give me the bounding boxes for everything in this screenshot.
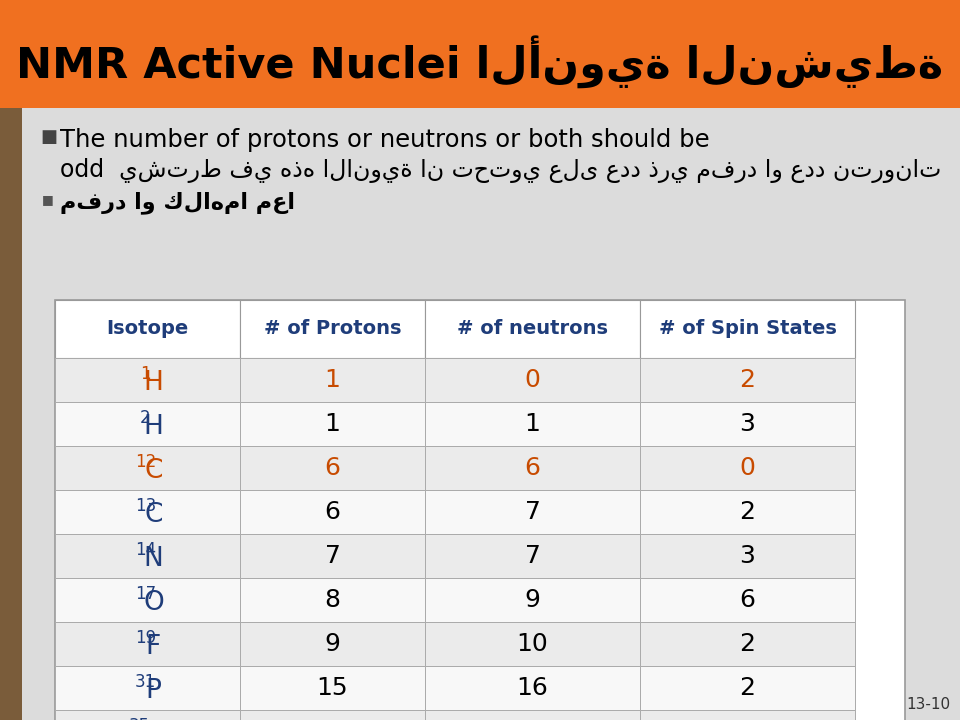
- Bar: [640, 666, 855, 710]
- Text: # of neutrons: # of neutrons: [457, 320, 608, 338]
- Bar: [55, 300, 905, 720]
- Text: H: H: [144, 370, 163, 396]
- Text: Isotope: Isotope: [107, 320, 188, 338]
- Text: 1: 1: [140, 365, 151, 383]
- Text: # of Spin States: # of Spin States: [659, 320, 836, 338]
- Bar: [55, 622, 240, 666]
- Bar: [425, 622, 640, 666]
- Text: odd  يشترط في هذه الانوية ان تحتوي على عدد ذري مفرد او عدد نترونات: odd يشترط في هذه الانوية ان تحتوي على عد…: [60, 158, 941, 183]
- Text: 9: 9: [524, 588, 540, 612]
- Text: 12: 12: [134, 453, 156, 471]
- Bar: [55, 710, 240, 720]
- Bar: [55, 358, 240, 402]
- Text: 16: 16: [516, 676, 548, 700]
- Bar: [240, 446, 425, 490]
- Text: 10: 10: [516, 632, 548, 656]
- Text: 3: 3: [739, 412, 756, 436]
- Bar: [640, 710, 855, 720]
- Bar: [240, 666, 425, 710]
- Text: مفرد او كلاهما معا: مفرد او كلاهما معا: [60, 191, 295, 214]
- Text: N: N: [144, 546, 163, 572]
- Text: 6: 6: [324, 500, 341, 524]
- Bar: [0, 108, 960, 720]
- Text: 17: 17: [135, 585, 156, 603]
- Text: 15: 15: [317, 676, 348, 700]
- Text: C: C: [144, 458, 162, 484]
- Bar: [425, 490, 640, 534]
- Text: 1: 1: [524, 412, 540, 436]
- Bar: [640, 490, 855, 534]
- Text: O: O: [143, 590, 164, 616]
- Text: 35: 35: [129, 717, 150, 720]
- Text: 2: 2: [739, 368, 756, 392]
- Text: 7: 7: [324, 544, 341, 568]
- Bar: [55, 402, 240, 446]
- Text: # of Protons: # of Protons: [264, 320, 401, 338]
- Text: 3: 3: [739, 544, 756, 568]
- Bar: [425, 578, 640, 622]
- Bar: [0, 0, 960, 108]
- Text: ■: ■: [42, 193, 54, 206]
- Bar: [240, 622, 425, 666]
- Text: F: F: [146, 634, 161, 660]
- Bar: [425, 358, 640, 402]
- Text: 1: 1: [324, 412, 341, 436]
- Bar: [240, 300, 425, 358]
- Text: 0: 0: [524, 368, 540, 392]
- Bar: [425, 300, 640, 358]
- Bar: [240, 534, 425, 578]
- Text: 19: 19: [135, 629, 156, 647]
- Bar: [55, 446, 240, 490]
- Bar: [425, 402, 640, 446]
- Text: 6: 6: [324, 456, 341, 480]
- Text: 2: 2: [739, 676, 756, 700]
- Bar: [0, 108, 22, 720]
- Bar: [425, 710, 640, 720]
- Text: NMR Active Nuclei الأنوية النشيطة: NMR Active Nuclei الأنوية النشيطة: [16, 35, 944, 89]
- Text: C: C: [144, 502, 162, 528]
- Text: H: H: [144, 414, 163, 440]
- Text: 13-10: 13-10: [906, 697, 950, 712]
- Text: 0: 0: [739, 456, 756, 480]
- Bar: [55, 490, 240, 534]
- Bar: [425, 446, 640, 490]
- Bar: [240, 578, 425, 622]
- Bar: [640, 300, 855, 358]
- Text: 8: 8: [324, 588, 341, 612]
- Bar: [240, 358, 425, 402]
- Text: 31: 31: [134, 673, 156, 691]
- Bar: [640, 622, 855, 666]
- Bar: [640, 534, 855, 578]
- Bar: [425, 534, 640, 578]
- Bar: [640, 578, 855, 622]
- Bar: [55, 578, 240, 622]
- Bar: [640, 446, 855, 490]
- Text: 9: 9: [324, 632, 341, 656]
- Bar: [425, 666, 640, 710]
- Text: 7: 7: [524, 544, 540, 568]
- Text: 2: 2: [739, 500, 756, 524]
- Bar: [240, 490, 425, 534]
- Bar: [55, 300, 240, 358]
- Text: 6: 6: [524, 456, 540, 480]
- Text: 2: 2: [140, 409, 151, 427]
- Bar: [55, 666, 240, 710]
- Text: 7: 7: [524, 500, 540, 524]
- Text: P: P: [146, 678, 161, 704]
- Bar: [55, 534, 240, 578]
- Bar: [640, 358, 855, 402]
- Bar: [240, 402, 425, 446]
- Text: 14: 14: [135, 541, 156, 559]
- Text: 2: 2: [739, 632, 756, 656]
- Bar: [240, 710, 425, 720]
- Text: 1: 1: [324, 368, 341, 392]
- Text: 6: 6: [739, 588, 756, 612]
- Text: The number of protons or neutrons or both should be: The number of protons or neutrons or bot…: [60, 128, 709, 152]
- Text: 13: 13: [134, 497, 156, 515]
- Text: ■: ■: [40, 128, 57, 146]
- Bar: [640, 402, 855, 446]
